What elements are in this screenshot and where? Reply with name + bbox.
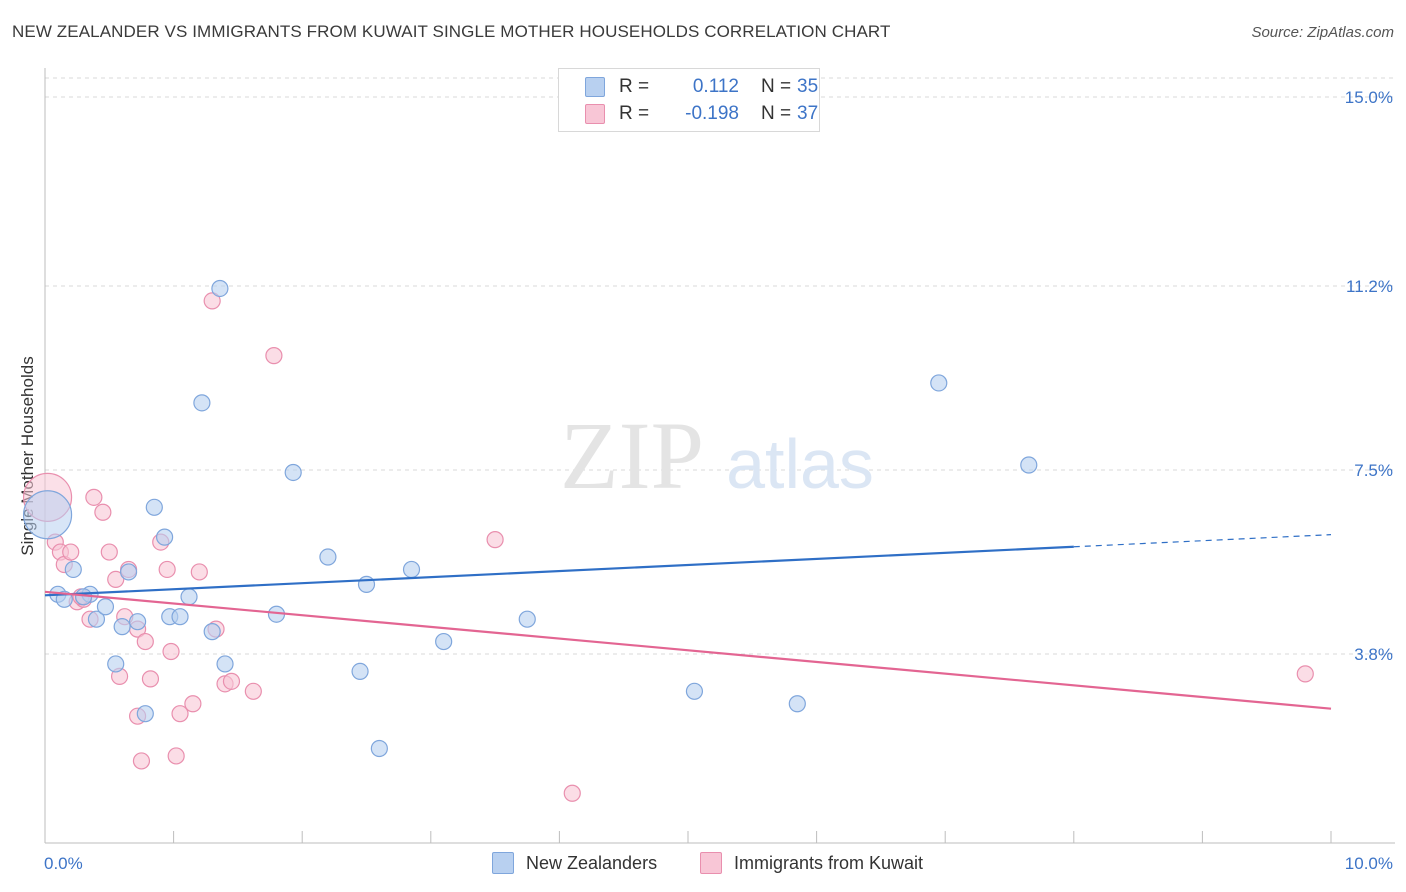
bottom-legend-new-zealanders: New Zealanders xyxy=(492,852,657,874)
bottom-legend-kuwait: Immigrants from Kuwait xyxy=(700,852,923,874)
new-zealander-point xyxy=(930,374,948,392)
kuwait-point xyxy=(563,784,581,802)
new-zealander-point xyxy=(319,548,337,566)
kuwait-point xyxy=(132,752,151,770)
new-zealander-point xyxy=(685,682,704,700)
x-tick-label-min: 0.0% xyxy=(44,854,83,873)
correlation-legend: R = 0.112 N = 35 R = -0.198 N = 37 xyxy=(558,68,820,132)
kuwait-point xyxy=(244,682,262,700)
tick-labels: 3.8% 7.5% 11.2% 15.0% 0.0% 10.0% xyxy=(44,88,1393,873)
trendline-new-zealanders-extension xyxy=(1073,534,1332,548)
kuwait-point xyxy=(184,695,202,713)
chart-title: NEW ZEALANDER VS IMMIGRANTS FROM KUWAIT … xyxy=(12,22,891,41)
new-zealander-point xyxy=(518,610,536,628)
new-zealander-point xyxy=(155,528,174,546)
kuwait-point xyxy=(162,642,180,661)
kuwait-point xyxy=(265,347,283,365)
legend-n-value: 35 xyxy=(797,76,819,97)
new-zealander-point xyxy=(171,608,189,626)
trendline-new-zealanders xyxy=(44,545,1074,597)
legend-n-label: N = xyxy=(761,103,792,124)
watermark-zip: ZIP xyxy=(560,402,704,509)
kuwait-point xyxy=(141,670,160,688)
kuwait-point xyxy=(136,632,154,651)
new-zealander-point xyxy=(119,563,138,581)
legend-row-new-zealanders: R = 0.112 N = 35 xyxy=(585,75,818,99)
kuwait-point xyxy=(203,292,221,310)
kuwait-point xyxy=(167,747,185,765)
legend-swatch-pink xyxy=(585,104,605,124)
new-zealander-point xyxy=(435,632,453,651)
kuwait-point xyxy=(222,672,241,690)
grid-lines xyxy=(45,77,1395,655)
new-zealander-point xyxy=(87,610,106,628)
legend-swatch-blue xyxy=(585,77,605,97)
new-zealander-point xyxy=(193,394,211,412)
new-zealander-point xyxy=(788,695,806,713)
kuwait-point xyxy=(171,705,189,723)
watermark-atlas: atlas xyxy=(726,425,874,503)
new-zealander-point xyxy=(22,490,73,540)
y-tick-label: 3.8% xyxy=(1354,645,1393,664)
new-zealander-point xyxy=(203,623,221,641)
new-zealander-point xyxy=(145,498,163,516)
watermark: ZIP atlas xyxy=(560,402,874,509)
x-tick-label-max: 10.0% xyxy=(1345,854,1393,873)
y-tick-label: 11.2% xyxy=(1346,277,1393,296)
bottom-legend-label: Immigrants from Kuwait xyxy=(734,852,924,873)
new-zealander-point xyxy=(402,560,421,579)
new-zealander-point xyxy=(370,739,388,758)
new-zealander-point xyxy=(64,560,82,579)
legend-r-label: R = xyxy=(619,103,650,124)
bottom-legend-label: New Zealanders xyxy=(526,852,658,873)
new-zealander-point xyxy=(96,598,115,616)
legend-row-kuwait: R = -0.198 N = 37 xyxy=(585,102,818,126)
new-zealander-point xyxy=(211,279,229,298)
new-zealander-point xyxy=(113,618,131,636)
new-zealander-point xyxy=(216,655,234,673)
kuwait-point xyxy=(190,563,208,581)
trendline-kuwait xyxy=(44,590,1332,710)
bottom-legend-swatch-pink xyxy=(700,852,722,874)
source-label: Source: ZipAtlas.com xyxy=(1251,24,1394,41)
new-zealander-point xyxy=(357,575,376,593)
axes xyxy=(44,68,1395,844)
y-tick-label: 15.0% xyxy=(1345,88,1393,107)
new-zealander-point xyxy=(1020,456,1038,474)
new-zealander-point xyxy=(351,662,369,681)
y-tick-label: 7.5% xyxy=(1354,461,1393,480)
kuwait-point xyxy=(85,488,103,506)
legend-n-label: N = xyxy=(761,76,792,97)
kuwait-point xyxy=(486,531,504,549)
kuwait-point xyxy=(158,560,176,579)
series-new-zealanders-points xyxy=(22,279,1038,758)
legend-n-value: 37 xyxy=(797,103,819,124)
new-zealander-point xyxy=(107,655,125,673)
new-zealander-point xyxy=(180,588,198,606)
kuwait-point xyxy=(100,543,118,561)
new-zealander-point xyxy=(136,705,154,723)
legend-r-value: 0.112 xyxy=(692,76,739,97)
bottom-legend-swatch-blue xyxy=(492,852,514,874)
kuwait-point xyxy=(62,543,80,561)
legend-r-label: R = xyxy=(619,76,650,97)
trendlines xyxy=(44,534,1332,710)
series-kuwait-points xyxy=(22,292,1314,802)
kuwait-point xyxy=(1296,665,1314,683)
kuwait-point xyxy=(94,503,112,521)
kuwait-point xyxy=(107,570,125,589)
new-zealander-point xyxy=(284,463,302,482)
legend-r-value: -0.198 xyxy=(685,103,739,124)
new-zealander-point xyxy=(128,613,147,631)
